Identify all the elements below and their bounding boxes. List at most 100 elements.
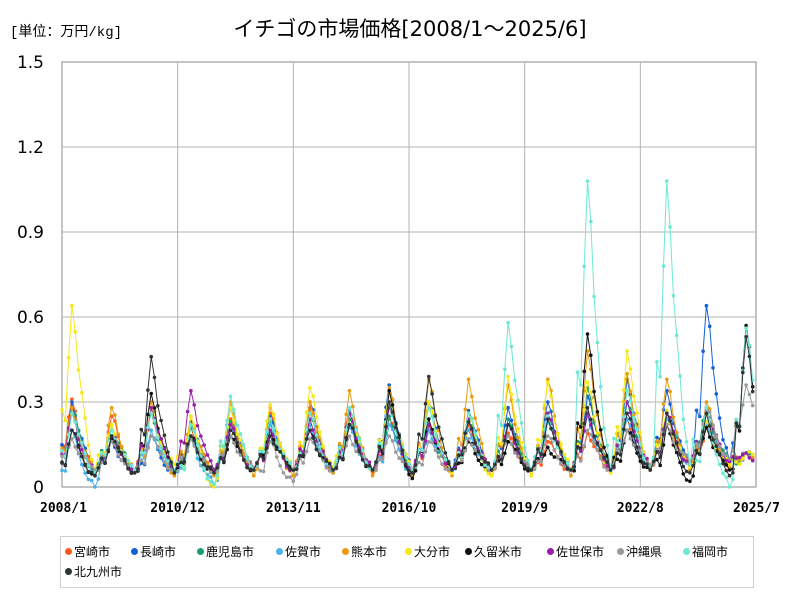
y-tick-label: 0 [33,478,44,498]
data-point [380,456,385,461]
data-point [113,413,117,417]
legend-item: 北九州市 [65,563,122,580]
data-point [628,436,633,441]
data-point [737,429,742,433]
data-point [70,405,74,410]
data-point [456,453,461,458]
data-point [450,471,454,475]
y-tick-label: 0.3 [17,393,44,413]
data-point [542,453,547,457]
data-point [390,410,395,414]
data-point [179,463,183,468]
data-point [496,454,501,459]
data-point [89,478,94,483]
data-point [185,442,190,447]
data-point [635,428,639,432]
data-point [261,456,266,461]
data-point [532,467,537,472]
data-point [212,473,216,478]
data-point [506,417,510,421]
data-point [334,466,339,470]
data-point [473,448,477,452]
data-point [655,360,659,364]
data-point [175,469,180,474]
data-point [427,405,431,410]
data-point [595,410,600,414]
data-point [565,461,570,465]
data-point [288,467,292,471]
legend-label: 佐世保市 [556,545,605,559]
data-point [394,438,398,443]
data-point [251,468,256,472]
data-point [93,473,97,478]
data-point [598,448,603,453]
data-point [427,417,431,421]
data-point [86,477,91,482]
data-point [271,441,276,446]
data-point [265,429,269,434]
data-point [665,179,669,183]
data-point [354,449,358,454]
data-point [648,468,652,472]
data-point [536,437,540,442]
data-point [678,374,682,378]
data-point [192,428,196,433]
data-point [271,426,276,431]
data-point [152,406,157,410]
data-point [357,449,362,454]
data-point [608,471,613,475]
data-point [546,411,550,416]
data-point [337,455,342,460]
data-point [737,424,742,429]
data-point [645,456,649,461]
data-point [420,463,425,467]
data-point [106,439,111,443]
data-point [420,448,425,453]
data-point [321,444,325,449]
data-point [707,407,712,411]
data-point [460,453,464,457]
data-point [516,426,520,431]
data-point [347,434,352,438]
data-point [473,441,477,446]
data-point [536,459,540,464]
data-point [380,459,385,464]
data-point [179,456,183,460]
data-point [384,424,388,429]
x-axis-ticks: 2008/1 2010/12 2013/11 2016/10 2019/9 2022/8 2… [40,501,780,516]
data-point [278,442,282,446]
data-point [208,465,213,469]
data-point [149,391,153,396]
data-point [96,477,101,481]
data-point [212,482,216,487]
data-point [615,447,619,451]
data-point [324,465,329,470]
data-point [681,417,686,422]
data-point [701,430,705,434]
x-tick-label: 2022/8 [617,501,664,516]
x-tick-label: 2013/11 [266,501,321,516]
data-point [552,436,557,441]
data-point [443,467,448,471]
data-point [552,430,557,435]
data-point [159,452,163,456]
data-point [605,443,610,448]
data-point [655,450,659,454]
data-point [724,453,729,458]
series-10 [60,179,755,489]
data-point [423,401,428,406]
data-point [555,431,560,436]
data-point [724,458,729,463]
data-point [572,469,576,473]
data-point [522,464,527,469]
data-point [294,472,299,477]
data-point [298,440,302,445]
y-tick-label: 0.9 [17,223,44,243]
data-point [542,434,547,439]
data-point [351,426,355,431]
legend-marker-icon [65,548,72,555]
data-point [513,438,517,442]
legend-label: 長崎市 [140,545,177,559]
data-point [532,460,537,465]
data-point [598,428,603,432]
